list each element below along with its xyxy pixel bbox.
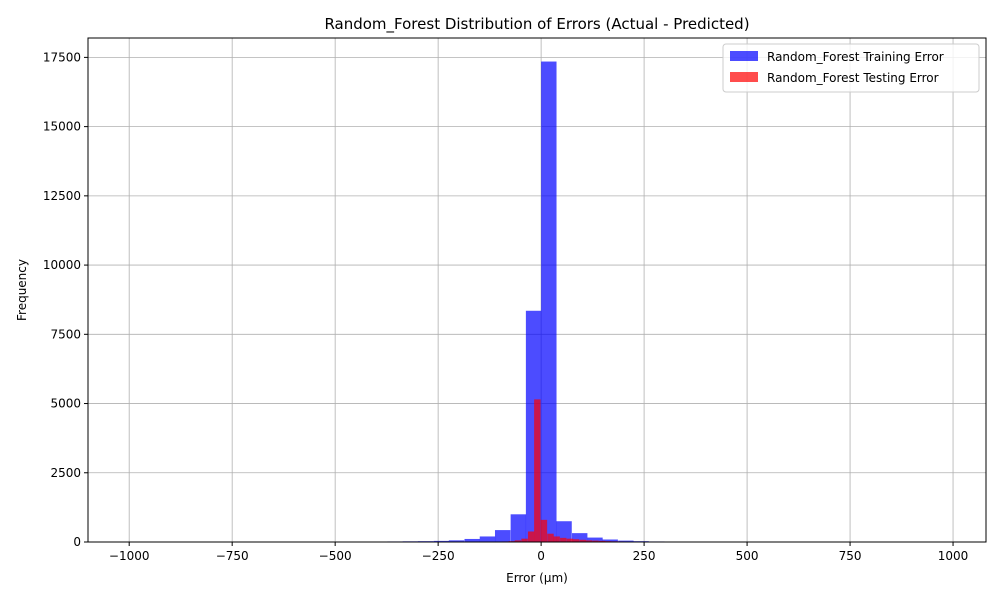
y-tick-label: 17500 xyxy=(43,50,81,64)
legend-label-training: Random_Forest Training Error xyxy=(767,50,944,64)
y-tick-label: 12500 xyxy=(43,189,81,203)
training-error-bar xyxy=(602,539,618,542)
testing-error-bar xyxy=(579,539,586,542)
testing-error-bar xyxy=(598,540,606,542)
x-tick-label: 500 xyxy=(736,549,759,563)
legend-box xyxy=(722,43,980,93)
training-error-bar xyxy=(494,530,511,542)
x-tick-label: 750 xyxy=(839,549,862,563)
legend: Random_Forest Training Error Random_Fore… xyxy=(722,43,980,93)
training-error-bar xyxy=(587,537,603,542)
testing-error-bar xyxy=(540,519,548,542)
y-tick-label: 15000 xyxy=(43,120,81,134)
chart-title: Random_Forest Distribution of Errors (Ac… xyxy=(324,15,749,34)
testing-error-bar xyxy=(592,540,599,542)
testing-error-bar xyxy=(527,531,535,542)
bars-layer xyxy=(356,61,711,543)
training-error-bar xyxy=(556,521,572,542)
testing-error-bar xyxy=(560,537,567,542)
x-axis-label: Error (µm) xyxy=(506,571,568,585)
training-error-bar xyxy=(572,533,588,542)
x-tick-label: 1000 xyxy=(938,549,969,563)
testing-error-bar xyxy=(521,538,528,542)
y-tick-label: 7500 xyxy=(50,327,81,341)
x-tick-label: −250 xyxy=(422,549,455,563)
legend-swatch-testing xyxy=(730,72,758,82)
testing-error-bar xyxy=(566,538,574,542)
training-error-bar xyxy=(510,514,527,542)
legend-label-testing: Random_Forest Testing Error xyxy=(767,71,939,85)
testing-error-bar xyxy=(547,533,554,542)
testing-error-bar xyxy=(553,536,560,542)
y-tick-label: 0 xyxy=(73,535,81,549)
training-error-bar xyxy=(464,538,480,542)
x-tick-label: −500 xyxy=(319,549,352,563)
x-tick-label: −1000 xyxy=(109,549,150,563)
y-tick-label: 5000 xyxy=(50,397,81,411)
training-error-bar xyxy=(479,536,496,542)
y-axis-label: Frequency xyxy=(15,259,29,321)
testing-error-bar xyxy=(572,539,580,542)
testing-error-bar xyxy=(514,540,522,542)
x-tick-label: −750 xyxy=(216,549,249,563)
training-error-bar xyxy=(618,540,634,542)
testing-error-bar xyxy=(534,399,541,542)
training-error-bar xyxy=(448,540,465,542)
plot-frame xyxy=(87,37,987,543)
x-tick-label: 0 xyxy=(537,549,545,563)
testing-error-bar xyxy=(585,540,593,542)
y-tick-label: 2500 xyxy=(50,466,81,480)
training-error-bar xyxy=(541,61,557,543)
ticks-layer: −1000 −750 −500 −250 0 250 500 750 1000025005000… xyxy=(43,50,969,563)
x-tick-label: 250 xyxy=(633,549,656,563)
training-error-bar xyxy=(433,540,450,542)
y-tick-label: 10000 xyxy=(43,258,81,272)
legend-swatch-training xyxy=(730,51,758,61)
